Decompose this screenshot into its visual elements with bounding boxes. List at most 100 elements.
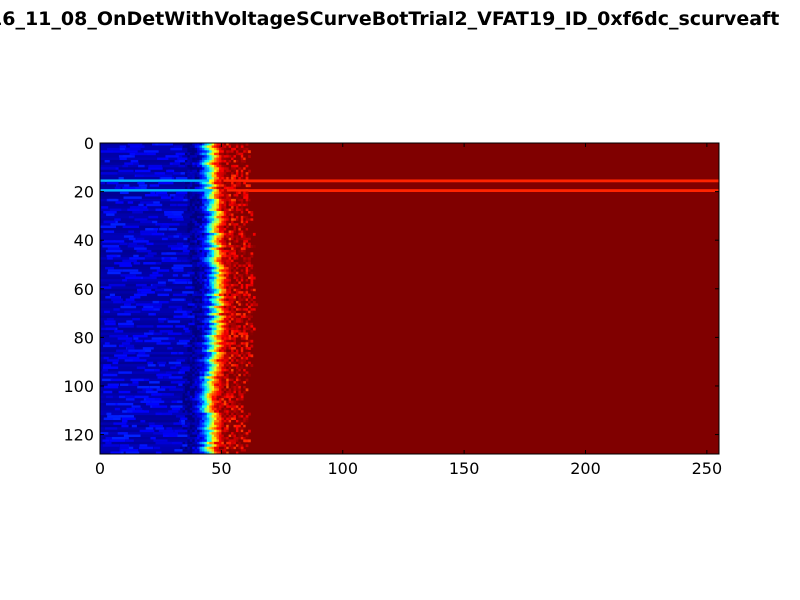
- heatmap-cell: [231, 143, 234, 146]
- heatmap-cell: [118, 371, 132, 375]
- heatmap-cell: [201, 303, 205, 307]
- heatmap-cell: [235, 293, 239, 297]
- heatmap-cell: [218, 218, 222, 222]
- heatmap-cell: [180, 446, 183, 450]
- heatmap-cell: [201, 191, 205, 195]
- heatmap-cell: [201, 441, 205, 445]
- heatmap-cell: [235, 325, 239, 329]
- heatmap-cell: [231, 257, 234, 261]
- heatmap-cell: [204, 164, 208, 168]
- heatmap-cell: [243, 184, 246, 188]
- heatmap-cell: [164, 213, 174, 217]
- heatmap-row-low: [100, 228, 189, 231]
- heatmap-cell: [226, 257, 229, 261]
- heatmap-cell: [204, 429, 208, 433]
- heatmap-cell: [223, 276, 227, 280]
- heatmap-cell: [250, 211, 254, 214]
- heatmap-cell: [248, 264, 251, 268]
- heatmap-cell: [226, 405, 229, 409]
- heatmap-cell: [176, 308, 183, 312]
- heatmap-cell: [199, 441, 203, 445]
- heatmap-cell: [189, 415, 193, 418]
- heatmap-cell: [136, 249, 152, 253]
- heatmap-cell: [223, 419, 227, 423]
- heatmap-cell: [214, 388, 217, 392]
- heatmap-cell: [168, 376, 186, 380]
- heatmap-cell: [201, 368, 205, 372]
- heatmap-cell: [233, 422, 237, 426]
- heatmap-cell: [197, 257, 200, 261]
- heatmap-cell: [144, 339, 162, 343]
- heatmap-cell: [199, 373, 203, 377]
- heatmap-cell: [216, 240, 220, 244]
- heatmap-cell: [206, 152, 210, 156]
- heatmap-cell: [211, 332, 215, 336]
- heatmap-cell: [197, 441, 200, 445]
- heatmap-cell: [245, 174, 249, 178]
- heatmap-cell: [194, 378, 198, 382]
- heatmap-cell: [240, 446, 244, 450]
- heatmap-cell: [209, 184, 212, 188]
- heatmap-cell: [206, 410, 210, 414]
- x-tick-label: 100: [327, 459, 358, 478]
- heatmap-cell: [187, 371, 191, 375]
- heatmap-cell: [218, 145, 222, 149]
- heatmap-cell: [206, 424, 210, 428]
- heatmap-cell: [206, 376, 210, 380]
- heatmap-cell: [204, 147, 208, 151]
- heatmap-cell: [181, 310, 198, 314]
- heatmap-cell: [218, 286, 222, 290]
- heatmap-cell: [194, 162, 198, 166]
- heatmap-cell: [228, 198, 232, 202]
- heatmap-cell: [235, 252, 239, 256]
- heatmap-cell: [233, 160, 237, 163]
- heatmap-cell: [201, 310, 205, 314]
- heatmap-cell: [206, 245, 210, 248]
- heatmap-cell: [243, 305, 246, 309]
- heatmap-cell: [187, 167, 191, 171]
- heatmap-cell: [223, 283, 227, 287]
- heatmap-cell: [228, 347, 232, 350]
- heatmap-cell: [113, 422, 127, 426]
- heatmap-cell: [233, 218, 237, 222]
- heatmap-cell: [218, 198, 222, 202]
- heatmap-cell: [206, 402, 210, 406]
- heatmap-cell: [189, 198, 193, 202]
- heatmap-cell: [192, 349, 195, 353]
- heatmap-cell: [228, 218, 232, 222]
- heatmap-cell: [209, 361, 212, 365]
- heatmap-cell: [240, 378, 244, 382]
- heatmap-cell: [201, 143, 205, 146]
- heatmap-cell: [228, 390, 232, 394]
- heatmap-cell: [199, 259, 203, 263]
- heatmap-cell: [194, 201, 198, 205]
- heatmap-cell: [245, 296, 249, 299]
- heatmap-cell: [167, 347, 173, 350]
- heatmap-cell: [184, 385, 188, 389]
- heatmap-cell: [182, 249, 194, 253]
- heatmap-cell: [146, 203, 163, 207]
- heatmap-cell: [238, 359, 242, 363]
- heatmap-cell: [150, 436, 156, 440]
- heatmap-cell: [209, 177, 212, 180]
- heatmap-cell: [121, 417, 136, 421]
- heatmap-cell: [206, 427, 210, 431]
- heatmap-cell: [204, 347, 208, 350]
- heatmap-cell: [167, 320, 181, 324]
- heatmap-cell: [238, 388, 242, 392]
- heatmap-cell: [238, 228, 242, 231]
- heatmap-cell: [221, 274, 225, 278]
- heatmap-cell: [238, 400, 242, 404]
- heatmap-cell: [243, 240, 246, 244]
- heatmap-cell: [240, 271, 244, 275]
- heatmap-cell: [238, 198, 242, 202]
- heatmap-cell: [216, 405, 220, 409]
- heatmap-cell: [226, 150, 229, 154]
- heatmap-cell: [139, 429, 155, 433]
- heatmap-cell: [132, 206, 144, 210]
- heatmap-cell: [221, 194, 225, 197]
- heatmap-cell: [223, 191, 227, 195]
- heatmap-cell: [231, 385, 234, 389]
- heatmap-cell: [231, 366, 234, 370]
- heatmap-cell: [209, 313, 212, 316]
